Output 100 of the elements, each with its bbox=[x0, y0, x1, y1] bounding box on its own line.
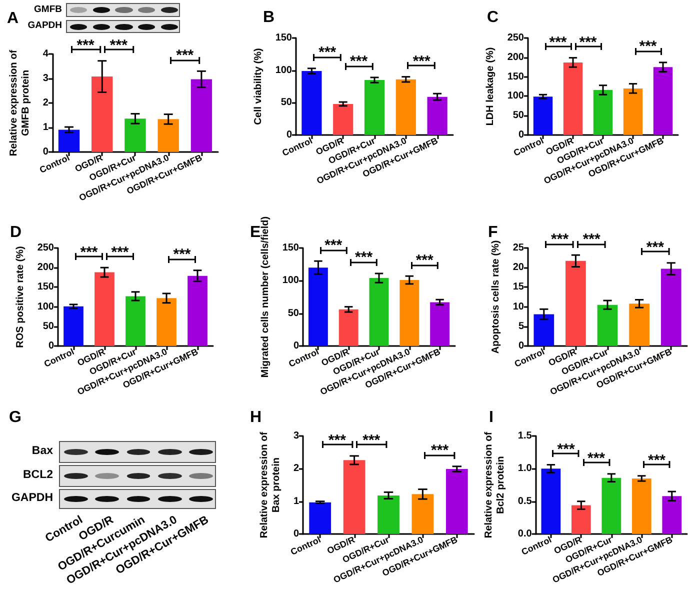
chart-title: H bbox=[250, 409, 262, 427]
text: GMFB bbox=[34, 4, 62, 16]
y-axis-title: Relative expression of GMFB protein bbox=[8, 49, 32, 156]
bar bbox=[566, 260, 586, 346]
bar bbox=[190, 79, 212, 152]
y-tick-label: 1 bbox=[293, 496, 300, 507]
y-axis-title: Relative expression of Bax protein bbox=[259, 431, 282, 538]
bar bbox=[369, 278, 389, 346]
y-tick-label: 3 bbox=[293, 430, 300, 442]
y-tick-label: 50 bbox=[288, 308, 300, 319]
chart-title: D bbox=[10, 224, 22, 242]
bar bbox=[623, 88, 643, 135]
y-tick-label: 0 bbox=[518, 340, 524, 352]
annotation: *** bbox=[173, 246, 191, 264]
annotation: *** bbox=[412, 52, 430, 70]
annotation: *** bbox=[355, 249, 373, 266]
bar bbox=[64, 306, 84, 346]
annotation: *** bbox=[648, 452, 666, 469]
y-axis-title: Migrated cells number (cells/field) bbox=[260, 216, 271, 378]
bar bbox=[58, 130, 80, 152]
y-tick-label: 25 bbox=[512, 242, 524, 254]
text: G bbox=[9, 409, 22, 427]
bar bbox=[302, 70, 322, 135]
annotation: *** bbox=[588, 450, 606, 467]
chart-title: A bbox=[7, 10, 19, 28]
y-axis-title: LDH leakage (%) bbox=[484, 47, 496, 126]
chart-title: C bbox=[487, 9, 499, 27]
y-tick-label: 0 bbox=[286, 130, 292, 140]
bar bbox=[541, 468, 561, 534]
y-tick-label: 1.0 bbox=[518, 463, 532, 474]
y-tick-label: 100 bbox=[37, 301, 54, 312]
y-tick-label: 250 bbox=[507, 32, 524, 44]
text: *** bbox=[582, 231, 600, 248]
annotation: *** bbox=[80, 244, 98, 261]
bar bbox=[309, 502, 332, 534]
bar bbox=[188, 276, 208, 346]
y-tick-label: 15 bbox=[512, 282, 524, 293]
annotation: *** bbox=[639, 38, 657, 56]
y-tick-label: 0 bbox=[48, 340, 54, 352]
y-tick-label: 100 bbox=[275, 64, 292, 76]
bar bbox=[571, 505, 591, 534]
y-tick-label: 0 bbox=[293, 528, 300, 540]
y-tick-label: 0.0 bbox=[518, 528, 532, 540]
bar bbox=[364, 80, 385, 135]
text: *** bbox=[76, 36, 94, 54]
y-tick-label: 4 bbox=[42, 48, 49, 60]
annotation: *** bbox=[318, 44, 336, 62]
bar bbox=[124, 118, 146, 152]
y-tick-label: 50 bbox=[512, 110, 524, 122]
bar bbox=[396, 79, 416, 135]
y-tick-label: 0 bbox=[42, 146, 49, 158]
bar bbox=[343, 460, 366, 534]
bar bbox=[338, 309, 358, 346]
y-tick-label: 3 bbox=[42, 73, 49, 84]
annotation: *** bbox=[362, 432, 380, 449]
annotation: *** bbox=[350, 53, 368, 70]
y-axis-title: ROS positive rate (%) bbox=[14, 246, 26, 348]
bar bbox=[427, 96, 448, 135]
y-tick-label: 100 bbox=[282, 275, 300, 286]
annotation: *** bbox=[111, 244, 129, 261]
bar bbox=[333, 104, 354, 135]
bar bbox=[632, 478, 652, 534]
chart-title: I bbox=[489, 409, 494, 427]
y-tick-label: 2 bbox=[293, 463, 300, 474]
y-tick-label: 200 bbox=[507, 52, 524, 63]
bar bbox=[158, 119, 179, 152]
y-tick-label: 150 bbox=[507, 71, 524, 82]
text: *** bbox=[551, 231, 569, 248]
chart-title: B bbox=[263, 9, 275, 27]
y-tick-label: 2 bbox=[42, 98, 49, 108]
bar bbox=[308, 268, 328, 346]
y-tick-label: 10 bbox=[512, 301, 524, 312]
bar bbox=[563, 62, 583, 135]
annotation: *** bbox=[557, 440, 575, 458]
y-tick-label: 200 bbox=[37, 262, 54, 274]
bar bbox=[126, 296, 146, 346]
y-tick-label: 0 bbox=[518, 130, 524, 140]
chart-title: E bbox=[250, 224, 261, 241]
bar bbox=[430, 302, 450, 346]
annotation: *** bbox=[579, 34, 597, 51]
y-tick-label: 150 bbox=[282, 242, 300, 254]
bar bbox=[534, 314, 554, 346]
y-tick-label: 20 bbox=[512, 262, 524, 274]
y-tick-label: 50 bbox=[280, 97, 292, 108]
y-tick-label: 150 bbox=[275, 32, 292, 44]
annotation: *** bbox=[549, 34, 567, 51]
text: GAPDH bbox=[11, 492, 53, 506]
annotation: *** bbox=[646, 238, 664, 256]
y-tick-label: 250 bbox=[37, 242, 54, 254]
y-tick-label: 0.5 bbox=[518, 496, 532, 507]
annotation: *** bbox=[176, 47, 194, 64]
bar bbox=[156, 298, 176, 346]
bar bbox=[629, 304, 650, 346]
text: BCL2 bbox=[22, 469, 53, 483]
bar bbox=[412, 494, 434, 534]
y-tick-label: 1 bbox=[42, 122, 49, 133]
bar bbox=[653, 67, 673, 135]
y-tick-label: 50 bbox=[42, 320, 54, 332]
y-axis-title: Relative expression of Bcl2 protein bbox=[484, 431, 506, 538]
chart-title: F bbox=[488, 224, 498, 241]
